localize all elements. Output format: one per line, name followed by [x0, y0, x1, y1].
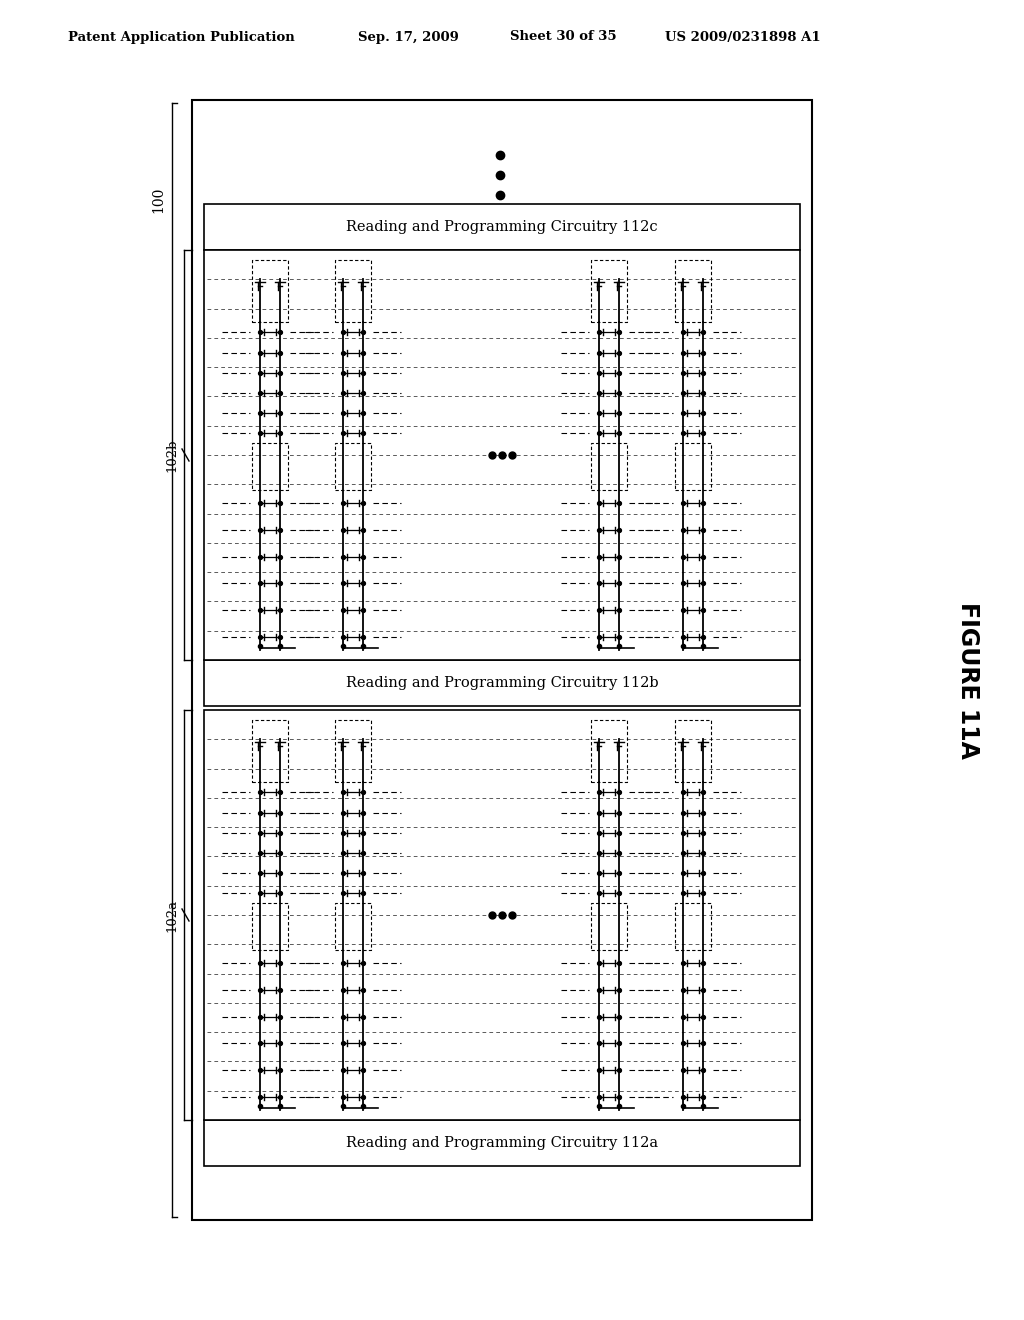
Bar — [204, 205, 800, 249]
Bar — [675, 260, 711, 322]
Bar — [675, 444, 711, 490]
Bar — [252, 260, 288, 322]
Bar — [204, 660, 800, 706]
Bar — [335, 903, 371, 950]
Bar — [204, 710, 800, 1119]
Bar — [252, 903, 288, 950]
Bar — [204, 1119, 800, 1166]
Text: Reading and Programming Circuitry 112a: Reading and Programming Circuitry 112a — [346, 1137, 658, 1150]
Text: FIGURE 11A: FIGURE 11A — [956, 602, 980, 759]
Bar — [591, 444, 628, 490]
Text: 102a: 102a — [165, 899, 178, 932]
Bar — [675, 903, 711, 950]
Bar — [252, 719, 288, 783]
Text: 102b: 102b — [165, 438, 178, 471]
Bar — [335, 444, 371, 490]
Text: 100: 100 — [151, 187, 165, 214]
Text: US 2009/0231898 A1: US 2009/0231898 A1 — [665, 30, 820, 44]
Bar — [675, 719, 711, 783]
Bar — [335, 719, 371, 783]
Bar — [591, 903, 628, 950]
Text: Reading and Programming Circuitry 112c: Reading and Programming Circuitry 112c — [346, 220, 657, 234]
Text: Patent Application Publication: Patent Application Publication — [68, 30, 295, 44]
Bar — [193, 100, 812, 1220]
Bar — [335, 260, 371, 322]
Bar — [252, 444, 288, 490]
Bar — [204, 249, 800, 660]
Bar — [591, 260, 628, 322]
Text: Reading and Programming Circuitry 112b: Reading and Programming Circuitry 112b — [346, 676, 658, 690]
Text: Sheet 30 of 35: Sheet 30 of 35 — [510, 30, 616, 44]
Bar — [591, 719, 628, 783]
Text: Sep. 17, 2009: Sep. 17, 2009 — [358, 30, 459, 44]
